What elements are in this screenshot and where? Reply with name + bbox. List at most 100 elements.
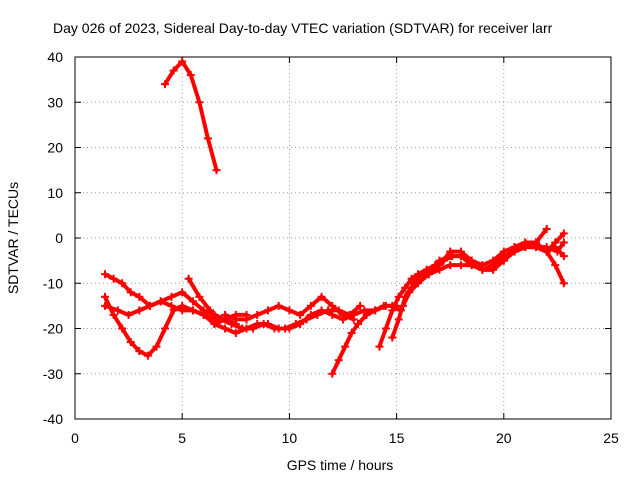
x-axis: 0 5 10 15 20 25	[71, 57, 619, 446]
data-point	[178, 306, 187, 315]
data-point	[124, 310, 133, 319]
data-point	[407, 274, 416, 283]
data-point	[203, 134, 212, 143]
data-point	[559, 229, 568, 238]
x-tick-label: 20	[496, 430, 512, 446]
data-point	[188, 306, 197, 315]
data-point	[263, 319, 272, 328]
data-point	[126, 338, 135, 347]
data-point	[210, 319, 219, 328]
data-point	[186, 71, 195, 80]
data-point	[109, 310, 118, 319]
data-point	[356, 301, 365, 310]
x-tick-label: 0	[71, 430, 79, 446]
data-point	[399, 301, 408, 310]
data-point	[531, 243, 540, 252]
data-point	[414, 279, 423, 288]
y-tick-label: 10	[47, 185, 63, 201]
data-point	[317, 306, 326, 315]
data-point	[559, 279, 568, 288]
x-tick-label: 25	[603, 430, 619, 446]
data-point	[349, 315, 358, 324]
x-tick-label: 15	[389, 430, 405, 446]
data-point	[253, 310, 262, 319]
data-point	[135, 347, 144, 356]
data-point	[101, 301, 110, 310]
data-point	[285, 324, 294, 333]
data-point	[274, 301, 283, 310]
y-tick-label: -20	[43, 321, 63, 337]
data-point	[456, 261, 465, 270]
data-point	[371, 306, 380, 315]
y-tick-label: -30	[43, 366, 63, 382]
data-point	[510, 243, 519, 252]
y-axis: -40 -30 -20 -10 0 10 20 30 40	[43, 49, 611, 427]
grid-lines	[75, 57, 611, 419]
data-point	[424, 270, 433, 279]
y-tick-label: -10	[43, 275, 63, 291]
y-tick-label: 40	[47, 49, 63, 65]
data-point	[551, 261, 560, 270]
data-point	[354, 319, 363, 328]
series-track-7	[221, 292, 358, 324]
data-point	[478, 265, 487, 274]
data-point	[101, 292, 110, 301]
data-point	[195, 292, 204, 301]
data-point	[381, 324, 390, 333]
y-tick-label: 0	[55, 230, 63, 246]
data-point	[317, 292, 326, 301]
data-point	[146, 301, 155, 310]
data-point	[216, 315, 225, 324]
data-point	[231, 315, 240, 324]
x-axis-title: GPS time / hours	[287, 457, 394, 473]
y-tick-label: 20	[47, 140, 63, 156]
data-point	[274, 324, 283, 333]
data-point	[231, 329, 240, 338]
data-point	[135, 292, 144, 301]
data-point	[152, 342, 161, 351]
data-point	[405, 288, 414, 297]
data-point	[306, 310, 315, 319]
data-series	[101, 57, 568, 378]
series-track-1	[161, 57, 221, 175]
data-point	[169, 66, 178, 75]
data-point	[379, 301, 388, 310]
chart-title: Day 026 of 2023, Sidereal Day-to-day VTE…	[53, 20, 553, 36]
series-line	[330, 303, 403, 376]
x-tick-label: 10	[282, 430, 298, 446]
data-point	[161, 80, 170, 89]
data-point	[212, 166, 221, 175]
data-point	[341, 342, 350, 351]
data-point	[113, 306, 122, 315]
data-point	[362, 310, 371, 319]
data-point	[435, 261, 444, 270]
data-point	[126, 288, 135, 297]
data-point	[156, 297, 165, 306]
data-point	[161, 324, 170, 333]
data-point	[263, 306, 272, 315]
data-point	[388, 333, 397, 342]
data-point	[388, 306, 397, 315]
y-tick-label: -40	[43, 411, 63, 427]
data-point	[253, 319, 262, 328]
data-point	[328, 369, 337, 378]
data-point	[143, 351, 152, 360]
data-point	[446, 261, 455, 270]
data-point	[178, 288, 187, 297]
data-point	[188, 297, 197, 306]
data-point	[394, 315, 403, 324]
x-tick-label: 5	[178, 430, 186, 446]
data-point	[542, 247, 551, 256]
data-point	[334, 356, 343, 365]
data-point	[178, 57, 187, 66]
series-track-8	[328, 301, 405, 378]
data-point	[328, 310, 337, 319]
data-point	[467, 256, 476, 265]
data-point	[206, 306, 215, 315]
data-point	[296, 310, 305, 319]
data-point	[446, 247, 455, 256]
data-point	[285, 306, 294, 315]
data-point	[559, 252, 568, 261]
data-point	[328, 301, 337, 310]
data-point	[551, 243, 560, 252]
